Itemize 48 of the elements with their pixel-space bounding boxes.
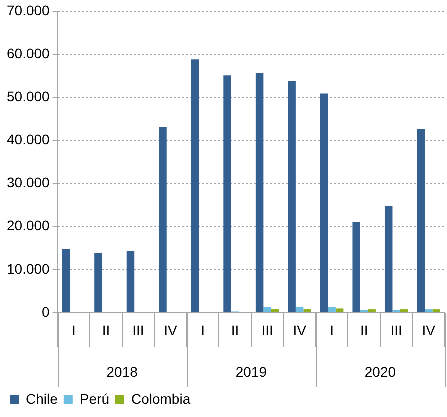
bar bbox=[336, 308, 344, 312]
bar bbox=[352, 222, 360, 312]
bar bbox=[432, 310, 440, 312]
y-tick-label: 50.000 bbox=[6, 88, 50, 104]
x-tick-label: I bbox=[201, 322, 205, 338]
legend-label: Perú bbox=[80, 390, 110, 407]
x-tick-label: IV bbox=[422, 322, 436, 338]
legend-label: Colombia bbox=[131, 390, 191, 407]
bar bbox=[424, 310, 433, 312]
bar bbox=[159, 127, 167, 312]
y-tick-label: 0 bbox=[42, 304, 50, 320]
x-tick-label: II bbox=[360, 322, 368, 338]
y-tick-label: 10.000 bbox=[6, 260, 50, 277]
x-tick-label: I bbox=[72, 322, 76, 338]
x-tick-label: I bbox=[330, 322, 334, 338]
y-tick-label: 70.000 bbox=[6, 2, 50, 18]
legend-label: Chile bbox=[26, 390, 58, 407]
bar bbox=[368, 310, 376, 312]
bar bbox=[304, 309, 312, 312]
y-tick-label: 40.000 bbox=[6, 132, 50, 148]
bar bbox=[400, 310, 408, 312]
bar bbox=[320, 94, 328, 312]
bar bbox=[417, 129, 425, 312]
x-tick-label: IV bbox=[293, 322, 308, 338]
bar bbox=[384, 206, 393, 312]
y-tick-label: 60.000 bbox=[6, 45, 50, 62]
bar bbox=[62, 249, 70, 312]
x-tick-label: III bbox=[390, 322, 402, 338]
text: 2020 bbox=[364, 364, 396, 380]
bar bbox=[288, 81, 296, 312]
y-tick-label: 20.000 bbox=[6, 218, 50, 234]
x-tick-label: II bbox=[231, 322, 240, 338]
text: 2019 bbox=[236, 364, 268, 380]
x-tick-label: IV bbox=[164, 322, 178, 338]
y-tick-label: 30.000 bbox=[6, 174, 50, 191]
bar bbox=[264, 307, 272, 312]
x-tick-label: III bbox=[262, 322, 274, 338]
bar bbox=[271, 309, 280, 312]
bar bbox=[328, 307, 336, 312]
x-tick-label: III bbox=[132, 322, 144, 338]
x-tick-label: II bbox=[102, 322, 110, 338]
bar bbox=[296, 306, 304, 312]
bar bbox=[256, 73, 264, 312]
bar bbox=[224, 76, 232, 312]
bar bbox=[191, 60, 200, 312]
bar bbox=[126, 251, 135, 312]
text: 2018 bbox=[106, 364, 138, 380]
bar bbox=[94, 253, 102, 312]
